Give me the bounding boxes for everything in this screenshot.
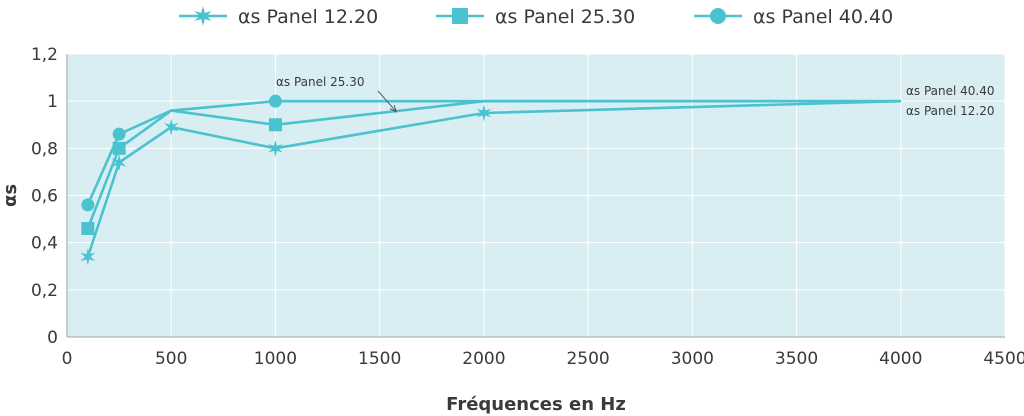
series-3	[81, 94, 901, 212]
x-tick-label: 4000	[879, 349, 922, 369]
x-tick-label: 4500	[983, 349, 1024, 369]
x-tick-label: 1000	[254, 349, 297, 369]
data-point	[81, 198, 95, 212]
legend-label: αs Panel 40.40	[753, 6, 893, 28]
series-line	[86, 99, 901, 206]
x-tick-label: 1500	[358, 349, 401, 369]
y-axis-title: αs	[0, 184, 21, 207]
legend: αs Panel 12.20 αs Panel 25.30 αs Panel 40.…	[179, 6, 893, 28]
annotation-arrow-line	[377, 90, 397, 113]
x-tick-label: 500	[155, 349, 187, 369]
data-point	[111, 153, 127, 171]
data-point	[81, 222, 95, 236]
legend-marker	[452, 8, 468, 24]
legend-label: αs Panel 12.20	[238, 6, 378, 28]
x-axis-title: Fréquences en Hz	[446, 394, 626, 415]
legend-marker	[194, 6, 212, 26]
data-point	[112, 127, 126, 141]
data-point	[268, 94, 282, 108]
legend-item: αs Panel 40.40	[694, 6, 893, 28]
annotation-label: αs Panel 12.20	[906, 104, 995, 118]
y-tick-label: 1	[47, 92, 58, 112]
data-point	[268, 118, 282, 132]
y-tick-label: 1,2	[31, 45, 58, 65]
x-tick-label: 2000	[462, 349, 505, 369]
data-point	[268, 139, 283, 157]
legend-item: αs Panel 25.30	[436, 6, 635, 28]
y-tick-label: 0	[47, 328, 58, 348]
legend-label: αs Panel 25.30	[495, 6, 635, 28]
data-point	[112, 141, 126, 155]
annotation-arrow-head	[389, 104, 398, 113]
data-point	[80, 248, 96, 266]
y-tick-label: 0,2	[31, 281, 58, 301]
legend-marker	[710, 8, 726, 24]
legend-item: αs Panel 12.20	[179, 6, 378, 28]
x-tick-label: 3500	[775, 349, 818, 369]
x-tick-label: 0	[62, 349, 73, 369]
series-line	[86, 99, 901, 258]
annotation-label: αs Panel 25.30	[276, 75, 365, 89]
y-tick-label: 0,6	[31, 187, 58, 207]
y-tick-label: 0,8	[31, 139, 58, 159]
series-1	[80, 99, 901, 266]
data-point	[163, 118, 179, 136]
x-tick-label: 2500	[566, 349, 609, 369]
x-tick-label: 3000	[671, 349, 714, 369]
y-tick-label: 0,4	[31, 234, 58, 254]
data-point	[476, 104, 492, 122]
annotation-label: αs Panel 40.40	[906, 84, 995, 98]
